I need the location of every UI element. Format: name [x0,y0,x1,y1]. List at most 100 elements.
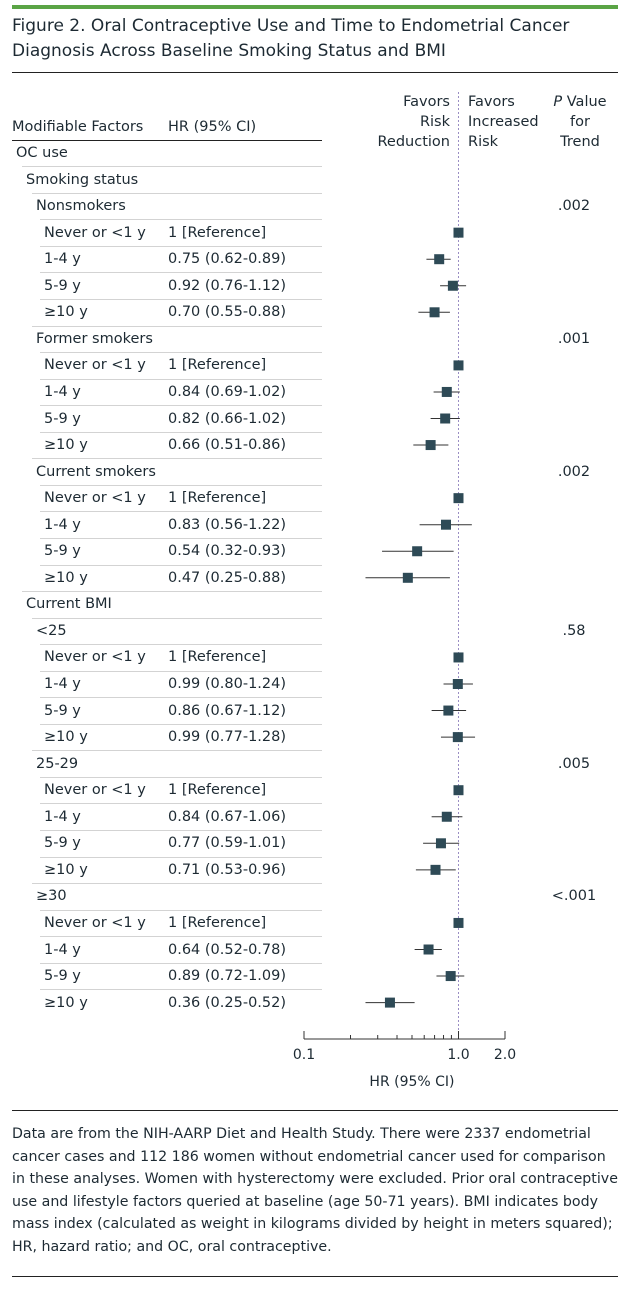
row-separator [32,617,322,619]
row-hr-value: 0.92 (0.76-1.12) [168,277,287,294]
row-label: ≥10 y [44,994,88,1011]
hr-point-marker [452,679,463,689]
row-label: 25-29 [36,755,79,772]
row-separator [32,192,322,194]
row-label: 5-9 y [44,277,81,294]
hr-point-marker [452,732,463,743]
row-label: 5-9 y [44,543,81,560]
row-separator [40,856,322,858]
hr-point-marker [440,519,451,530]
row-separator [40,299,322,301]
header-divider [12,140,322,141]
hr-point-marker [423,944,434,955]
title-divider [12,72,618,73]
row-separator [40,644,322,646]
row-label: ≥30 [36,888,67,905]
row-hr-value: 0.82 (0.66-1.02) [168,410,287,427]
row-hr-value: 0.86 (0.67-1.12) [168,702,287,719]
p-trend-value: .58 [562,622,586,639]
row-hr-value: 0.54 (0.32-0.93) [168,543,287,560]
row-separator [40,830,322,832]
hr-point-marker [453,227,464,238]
row-separator [40,511,322,513]
row-separator [22,166,322,168]
row-label: 5-9 y [44,835,81,852]
row-label: Never or <1 y [44,357,146,374]
row-separator [40,245,322,247]
row-hr-value: 1 [Reference] [168,782,267,799]
row-hr-value: 0.64 (0.52-0.78) [168,941,287,958]
p-value-line1: P Value [548,92,612,112]
row-separator [40,962,322,964]
hr-point-marker [440,413,451,424]
row-hr-value: 1 [Reference] [168,914,267,931]
header-modifiable-factors: Modifiable Factors [12,119,144,135]
row-hr-value: 0.36 (0.25-0.52) [168,994,287,1011]
row-separator [40,378,322,380]
favors-left-line3: Reduction [377,134,451,150]
hr-point-marker [453,360,464,371]
hr-point-marker [429,307,440,318]
favors-right-line3: Risk [468,134,499,150]
row-separator [32,750,322,752]
row-hr-value: 0.84 (0.69-1.02) [168,383,287,400]
row-label: Current smokers [36,463,156,480]
forest-plot: 0.1 1.0 2.0 HR (95% CI) [293,92,516,1090]
hr-point-marker [430,864,441,875]
row-separator [40,909,322,911]
row-label: 1-4 y [44,808,81,825]
row-hr-value: 0.70 (0.55-0.88) [168,304,287,321]
favors-right-line2: Increased [468,114,539,130]
row-label: Never or <1 y [44,224,146,241]
hr-point-marker [384,997,395,1008]
row-separator [40,405,322,407]
p-trend-value: .001 [557,330,591,347]
row-label: Nonsmokers [36,198,126,215]
row-hr-value: 0.84 (0.67-1.06) [168,808,287,825]
row-separator [40,564,322,566]
row-separator [40,670,322,672]
hr-point-marker [453,652,464,663]
row-separator [40,697,322,699]
row-hr-value: 0.47 (0.25-0.88) [168,569,287,586]
row-hr-value: 0.71 (0.53-0.96) [168,861,287,878]
p-trend-value: <.001 [551,888,597,905]
row-separator [40,723,322,725]
hr-point-marker [434,254,445,265]
row-separator [40,803,322,805]
row-label: Never or <1 y [44,649,146,666]
row-separator [40,776,322,778]
row-label: 1-4 y [44,516,81,533]
row-label: 1-4 y [44,941,81,958]
favors-left-line2: Risk [419,114,450,130]
row-label: Current BMI [26,596,112,613]
p-value-italic-p: P [553,94,563,110]
row-separator [22,591,322,593]
row-label: ≥10 y [44,861,88,878]
header-p-value-for-trend: P Value for Trend [548,92,612,152]
x-axis-label: HR (95% CI) [369,1074,454,1090]
footnote-bottom-rule [12,1276,618,1277]
row-hr-value: 1 [Reference] [168,490,267,507]
row-label: 1-4 y [44,676,81,692]
row-label: <25 [36,622,67,639]
row-label: 1-4 y [44,251,81,268]
row-separator [40,484,322,486]
row-separator [40,272,322,274]
row-label: Never or <1 y [44,782,146,799]
p-trend-value: .002 [557,198,591,215]
hr-point-marker [412,546,423,557]
row-hr-value: 1 [Reference] [168,224,267,241]
row-separator [40,989,322,991]
row-label: ≥10 y [44,729,88,746]
hr-point-marker [453,785,464,796]
row-label: OC use [16,145,68,161]
row-hr-value: 0.66 (0.51-0.86) [168,437,287,454]
x-axis-tick-label: 2.0 [494,1047,516,1063]
row-hr-value: 1 [Reference] [168,649,267,666]
row-label: 1-4 y [44,383,81,400]
p-value-word: Value [562,94,607,110]
row-separator [40,431,322,433]
x-axis-tick-label: 1.0 [447,1047,469,1063]
row-hr-value: 0.89 (0.72-1.09) [168,968,287,985]
